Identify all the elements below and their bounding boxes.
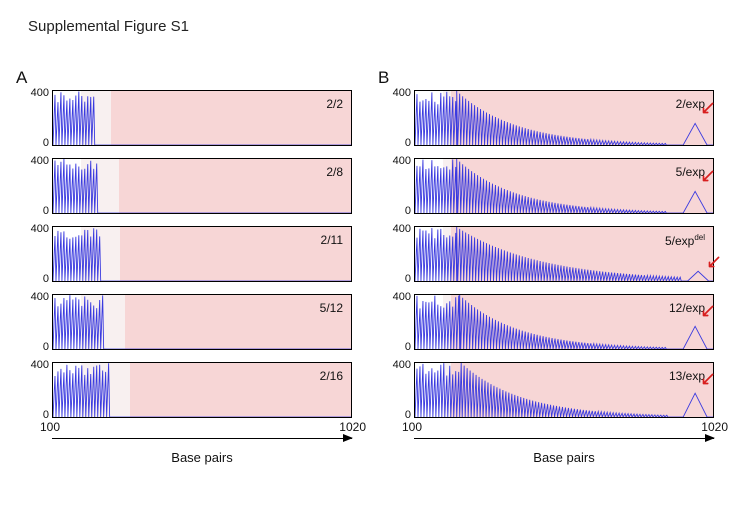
xaxis-a-hi: 1020 <box>339 420 366 434</box>
ytick-lo: 0 <box>25 205 49 217</box>
ytick-lo: 0 <box>387 205 411 217</box>
sample-label: 2/8 <box>326 165 343 179</box>
ytick-lo: 0 <box>387 137 411 149</box>
trace <box>53 227 351 281</box>
panel-a-letter: A <box>16 68 27 88</box>
ytick-hi: 400 <box>387 155 411 167</box>
xaxis-b-arrowhead <box>705 434 715 442</box>
ytick-lo: 0 <box>25 341 49 353</box>
electropherogram-plot: 40002/16 <box>52 362 352 418</box>
xaxis-b-hi: 1020 <box>701 420 728 434</box>
electropherogram-plot: 40002/2 <box>52 90 352 146</box>
electropherogram-plot: 40005/expdel <box>414 226 714 282</box>
ytick-hi: 400 <box>25 223 49 235</box>
ytick-hi: 400 <box>387 223 411 235</box>
ytick-hi: 400 <box>25 359 49 371</box>
panel-b-stack: 40002/exp 40005/exp 40005/expdel 400012/exp… <box>414 90 714 418</box>
trace <box>415 91 713 145</box>
ytick-lo: 0 <box>25 273 49 285</box>
trace <box>415 159 713 213</box>
electropherogram-plot: 40002/11 <box>52 226 352 282</box>
electropherogram-plot: 400013/exp <box>414 362 714 418</box>
sample-label: 12/exp <box>669 301 705 315</box>
ytick-hi: 400 <box>25 87 49 99</box>
sample-label: 5/12 <box>320 301 343 315</box>
xaxis-b-line <box>414 438 714 439</box>
electropherogram-plot: 400012/exp <box>414 294 714 350</box>
sample-label: 5/expdel <box>665 233 705 248</box>
ytick-hi: 400 <box>387 87 411 99</box>
xaxis-a-lo: 100 <box>40 420 60 434</box>
trace <box>53 159 351 213</box>
sample-label: 2/2 <box>326 97 343 111</box>
trace <box>53 91 351 145</box>
ytick-lo: 0 <box>387 273 411 285</box>
sample-label: 5/exp <box>676 165 705 179</box>
sample-label: 13/exp <box>669 369 705 383</box>
ytick-lo: 0 <box>25 137 49 149</box>
ytick-hi: 400 <box>25 155 49 167</box>
xaxis-b-lo: 100 <box>402 420 422 434</box>
sample-label: 2/exp <box>676 97 705 111</box>
trace <box>53 363 351 417</box>
sample-label: 2/16 <box>320 369 343 383</box>
sample-label: 2/11 <box>321 233 343 247</box>
electropherogram-plot: 40002/exp <box>414 90 714 146</box>
ytick-hi: 400 <box>387 291 411 303</box>
ytick-hi: 400 <box>25 291 49 303</box>
xaxis-a-arrowhead <box>343 434 353 442</box>
ytick-hi: 400 <box>387 359 411 371</box>
electropherogram-plot: 40002/8 <box>52 158 352 214</box>
xaxis-b-label: Base pairs <box>414 450 714 465</box>
figure-title: Supplemental Figure S1 <box>28 18 189 35</box>
electropherogram-plot: 40005/12 <box>52 294 352 350</box>
panel-a-stack: 40002/2 40002/8 40002/11 40005/12 40002/16 <box>52 90 352 418</box>
trace <box>53 295 351 349</box>
panel-b-letter: B <box>378 68 389 88</box>
ytick-lo: 0 <box>387 341 411 353</box>
electropherogram-plot: 40005/exp <box>414 158 714 214</box>
xaxis-a-label: Base pairs <box>52 450 352 465</box>
xaxis-a-line <box>52 438 352 439</box>
